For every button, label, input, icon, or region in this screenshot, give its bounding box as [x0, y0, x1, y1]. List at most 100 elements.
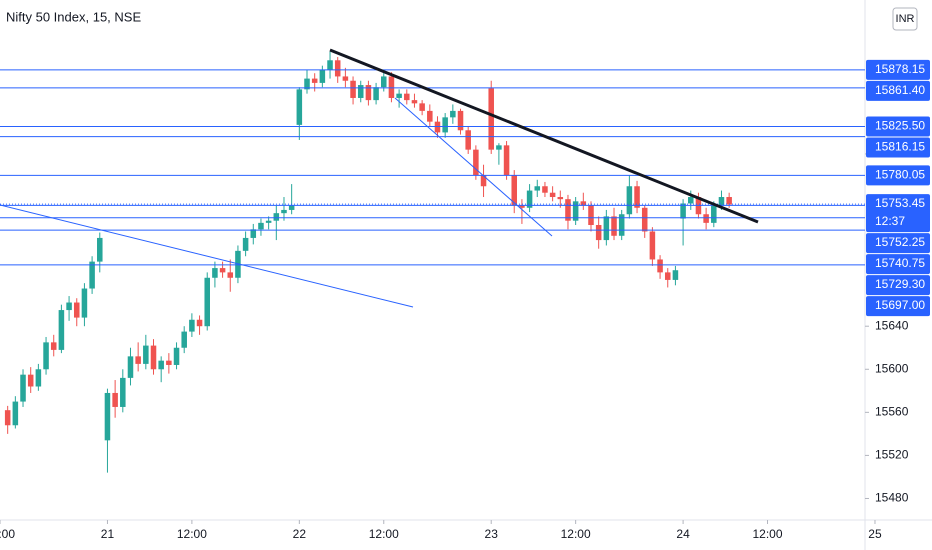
- price-label-text: 15729.30: [875, 277, 925, 291]
- candle-body: [641, 207, 648, 232]
- price-label-bg: [866, 275, 930, 296]
- candle-body: [112, 392, 118, 407]
- candle-body: [672, 270, 679, 280]
- price-label-text: 15697.00: [875, 298, 925, 312]
- price-label-bg: [866, 194, 930, 233]
- trend-line: [0, 204, 414, 308]
- candle-body: [181, 331, 187, 348]
- x-tick-label: 12:00: [561, 527, 591, 541]
- candle-body: [281, 209, 287, 214]
- candle-body: [526, 190, 533, 208]
- countdown: 12:37: [875, 214, 905, 228]
- x-tick-label: 24: [676, 527, 690, 541]
- candle-body: [711, 205, 717, 223]
- candle-body: [43, 342, 49, 370]
- x-tick-label: 12:00: [369, 527, 399, 541]
- candle-body: [457, 110, 464, 131]
- price-label-text: 15740.75: [875, 256, 925, 270]
- candle-body: [726, 197, 732, 205]
- candle-body: [327, 60, 333, 70]
- candle-body: [511, 175, 518, 206]
- candle-body: [342, 76, 349, 81]
- candle-body: [357, 85, 364, 98]
- x-tick-label: 22: [293, 527, 307, 541]
- price-label-bg: [866, 59, 930, 80]
- currency-box[interactable]: [892, 7, 918, 31]
- candle-body: [496, 145, 502, 150]
- x-tick-label: 12:00: [177, 527, 207, 541]
- candle-body: [664, 272, 671, 280]
- plot-area: [0, 51, 865, 473]
- candle-body: [603, 216, 610, 241]
- candle-body: [35, 369, 42, 387]
- price-label: 15825.50: [866, 116, 930, 137]
- candle-body: [388, 76, 395, 98]
- y-tick-label: 15640: [875, 318, 909, 332]
- price-label-text: 15752.25: [875, 235, 925, 249]
- candle-body: [66, 302, 72, 311]
- candle-body: [27, 374, 34, 387]
- candle-body: [311, 78, 318, 83]
- price-label: 15753.45 12:37: [866, 194, 930, 233]
- candle-body: [657, 259, 663, 273]
- candle-body: [158, 360, 164, 370]
- x-tick-label: 23: [485, 527, 499, 541]
- candle-body: [718, 197, 725, 206]
- candle-body: [12, 401, 19, 426]
- candle-body: [242, 237, 249, 251]
- drawings: [0, 48, 759, 308]
- candle-body: [419, 103, 425, 111]
- candle-body: [189, 319, 195, 332]
- price-label-bg: [866, 116, 930, 137]
- price-label-bg: [866, 165, 930, 186]
- candle-body: [703, 214, 709, 223]
- candle-body: [258, 222, 264, 230]
- price-label-text: 15825.50: [875, 119, 925, 133]
- candle-body: [235, 250, 241, 278]
- candle-body: [212, 268, 218, 278]
- candle-body: [127, 356, 134, 378]
- candle-body: [557, 197, 564, 200]
- candle-body: [542, 186, 548, 193]
- candle-body: [250, 229, 257, 238]
- candle-body: [649, 231, 656, 260]
- candle-body: [143, 345, 149, 364]
- candle-body: [319, 69, 326, 83]
- price-label: 15780.05: [866, 165, 930, 186]
- price-label-text: 15780.05: [875, 168, 925, 182]
- candle-body: [50, 342, 57, 350]
- candle-body: [680, 203, 686, 219]
- price-label-bg: [866, 254, 930, 275]
- y-tick-label: 15560: [875, 405, 909, 419]
- candle-body: [227, 272, 234, 278]
- price-label-bg: [866, 296, 930, 317]
- candle-body: [480, 175, 487, 187]
- price-label: 15740.75: [866, 254, 930, 275]
- candle-body: [588, 205, 594, 226]
- trend-line: [329, 48, 759, 224]
- candle-body: [89, 261, 95, 289]
- candle-body: [595, 225, 602, 241]
- candle-body: [135, 356, 141, 364]
- price-label-text: 15878.15: [875, 62, 925, 76]
- candle-body: [58, 310, 65, 350]
- candle-body: [288, 205, 295, 210]
- price-axis: 15480155201556015600156401580012:002112:…: [0, 59, 930, 541]
- candle-body: [196, 319, 203, 327]
- trend-line: [394, 97, 553, 237]
- y-tick-label: 15600: [875, 361, 909, 375]
- candle-body: [450, 110, 456, 118]
- candle-body: [427, 110, 433, 122]
- candle-body: [304, 78, 310, 90]
- x-tick-label: 21: [101, 527, 115, 541]
- price-label: 15697.00: [866, 296, 930, 317]
- price-label-text: 15861.40: [875, 83, 925, 97]
- price-label-bg: [866, 137, 930, 158]
- candle-body: [204, 277, 210, 327]
- candle-body: [404, 93, 410, 101]
- candle-body: [104, 392, 111, 441]
- candle-body: [173, 347, 180, 365]
- candle-body: [618, 214, 625, 236]
- candle-body: [580, 201, 587, 206]
